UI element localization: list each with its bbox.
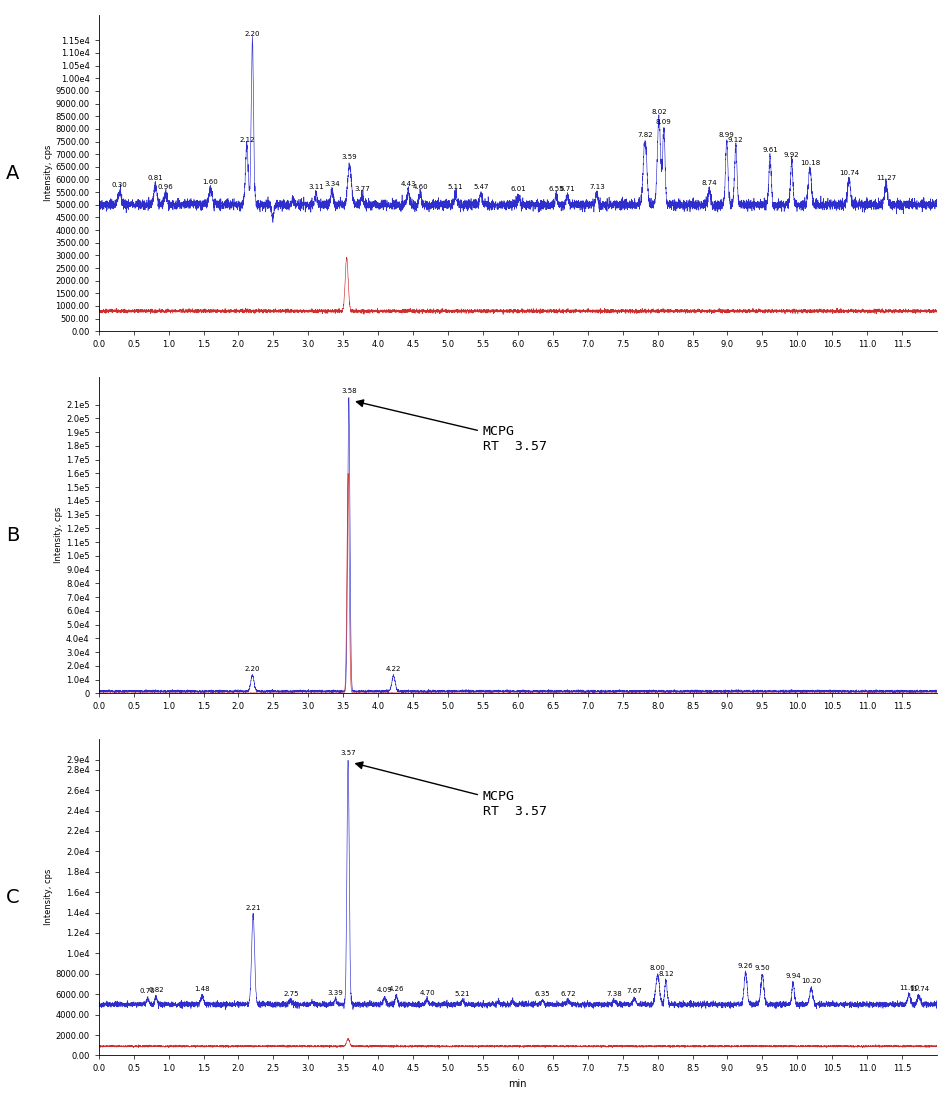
Text: 8.12: 8.12 — [658, 972, 674, 977]
Text: 5.47: 5.47 — [473, 183, 488, 190]
Text: 3.58: 3.58 — [341, 388, 357, 394]
Text: 2.20: 2.20 — [245, 666, 260, 671]
Text: 9.92: 9.92 — [783, 152, 800, 158]
Text: 2.20: 2.20 — [245, 31, 260, 36]
Text: 3.59: 3.59 — [342, 155, 357, 160]
Text: 4.43: 4.43 — [401, 181, 416, 187]
Text: 9.50: 9.50 — [755, 965, 770, 972]
Text: 6.71: 6.71 — [560, 187, 575, 192]
Text: 3.57: 3.57 — [340, 750, 356, 756]
Text: 3.11: 3.11 — [308, 183, 324, 190]
Text: 6.55: 6.55 — [548, 187, 564, 192]
Text: 7.67: 7.67 — [626, 988, 643, 995]
Text: 0.30: 0.30 — [111, 182, 128, 189]
Text: 8.02: 8.02 — [651, 109, 666, 115]
Text: 2.12: 2.12 — [239, 137, 254, 142]
Text: 6.01: 6.01 — [510, 187, 526, 192]
Text: A: A — [6, 163, 19, 182]
Text: 3.39: 3.39 — [327, 989, 344, 996]
Text: 11.27: 11.27 — [876, 174, 896, 181]
Text: 5.11: 5.11 — [447, 183, 464, 190]
Text: 9.61: 9.61 — [763, 147, 778, 152]
Text: 8.00: 8.00 — [649, 965, 665, 972]
Text: 4.09: 4.09 — [377, 987, 392, 994]
Y-axis label: Intensity, cps: Intensity, cps — [44, 145, 52, 201]
Text: B: B — [6, 526, 19, 544]
X-axis label: min: min — [508, 1079, 527, 1089]
Text: 4.26: 4.26 — [388, 987, 404, 992]
Text: C: C — [6, 888, 19, 906]
Text: 6.72: 6.72 — [561, 990, 576, 997]
Text: 7.82: 7.82 — [637, 131, 653, 138]
Text: 10.74: 10.74 — [839, 170, 859, 176]
Text: 4.22: 4.22 — [386, 666, 401, 671]
Text: 11.74: 11.74 — [909, 987, 929, 992]
Text: 8.74: 8.74 — [702, 180, 717, 185]
Text: 6.35: 6.35 — [534, 990, 550, 997]
Text: 7.38: 7.38 — [606, 990, 623, 997]
Text: 9.12: 9.12 — [728, 137, 744, 142]
Text: 7.13: 7.13 — [589, 183, 605, 190]
Text: 3.77: 3.77 — [354, 187, 370, 192]
Text: 1.48: 1.48 — [194, 987, 210, 992]
Text: 2.21: 2.21 — [246, 905, 261, 911]
Text: 4.70: 4.70 — [419, 989, 435, 996]
Text: MCPG
RT  3.57: MCPG RT 3.57 — [356, 762, 547, 818]
Text: 8.99: 8.99 — [719, 131, 735, 138]
Text: 8.09: 8.09 — [656, 119, 672, 125]
Text: 9.94: 9.94 — [785, 974, 801, 979]
Text: 11.60: 11.60 — [899, 986, 920, 991]
Text: 2.75: 2.75 — [283, 990, 299, 997]
Text: 9.26: 9.26 — [738, 963, 753, 969]
Text: 4.60: 4.60 — [412, 183, 427, 190]
Y-axis label: Intensity, cps: Intensity, cps — [44, 869, 52, 925]
Text: 3.34: 3.34 — [325, 181, 340, 187]
Text: 0.81: 0.81 — [148, 174, 163, 181]
Text: MCPG
RT  3.57: MCPG RT 3.57 — [356, 400, 547, 454]
Text: 5.21: 5.21 — [455, 990, 470, 997]
Text: 10.18: 10.18 — [800, 160, 820, 166]
Text: 0.70: 0.70 — [140, 988, 155, 995]
Text: 0.82: 0.82 — [149, 987, 164, 994]
Text: 0.96: 0.96 — [158, 183, 173, 190]
Text: 10.20: 10.20 — [802, 978, 822, 985]
Y-axis label: Intensity, cps: Intensity, cps — [54, 507, 63, 563]
Text: 1.60: 1.60 — [203, 179, 218, 184]
